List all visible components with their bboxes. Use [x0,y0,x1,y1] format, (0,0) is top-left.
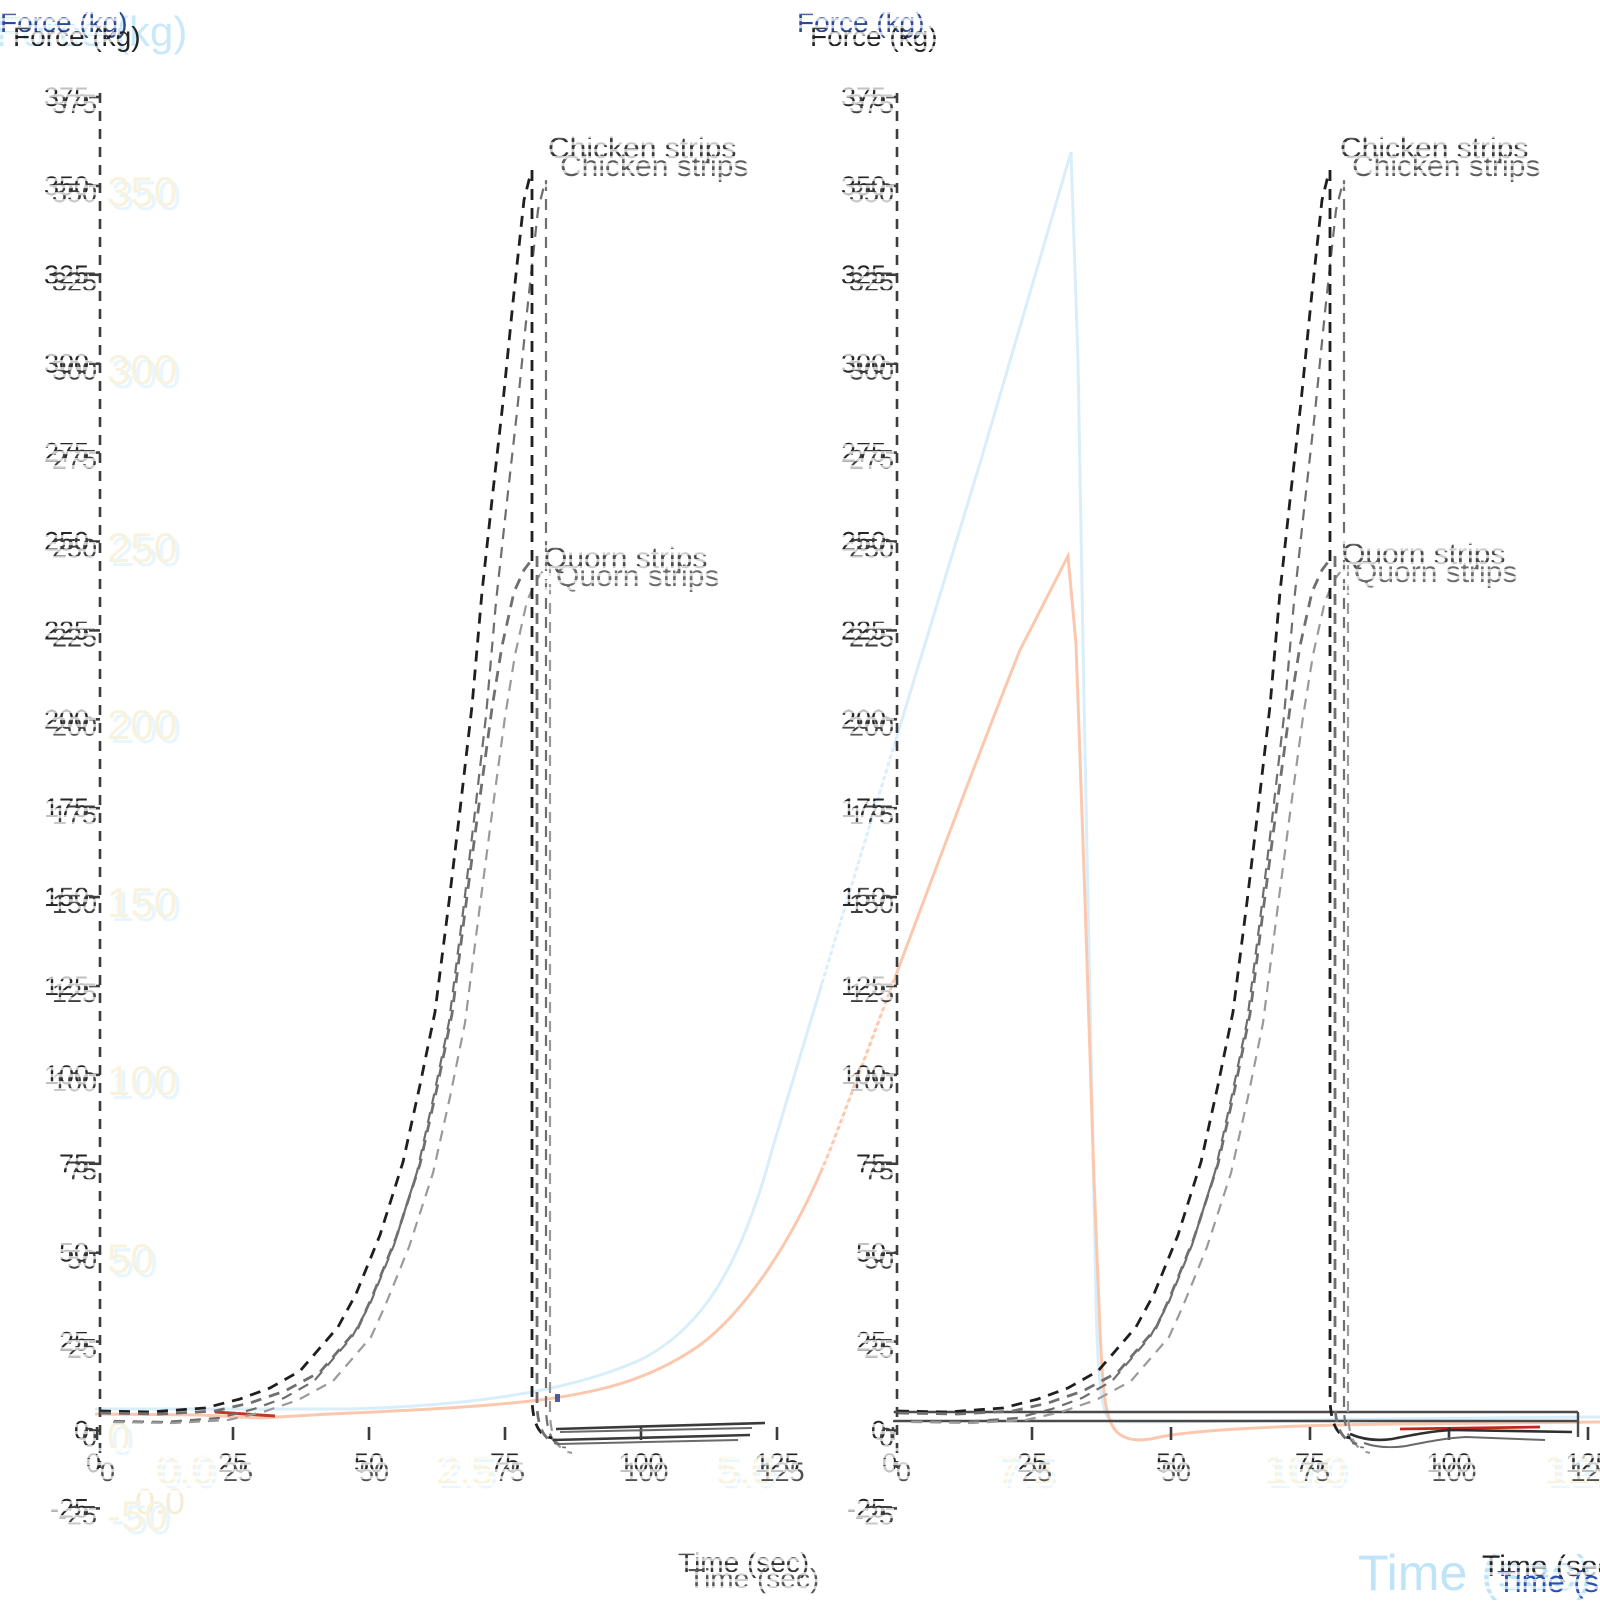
svg-text:350: 350 [107,168,177,215]
svg-text:200: 200 [111,705,181,752]
svg-text:150: 150 [107,879,177,926]
svg-text:300: 300 [111,350,181,397]
svg-text:-50: -50 [107,1492,168,1539]
svg-text:-50: -50 [111,1496,172,1543]
svg-text:250: 250 [107,524,177,571]
svg-text:50: 50 [107,1235,154,1282]
svg-text:350: 350 [111,172,181,219]
svg-text:150: 150 [111,883,181,930]
svg-text:50: 50 [111,1239,158,1286]
svg-text:300: 300 [107,346,177,393]
svg-text:0.0: 0.0 [135,1481,185,1522]
svg-text:200: 200 [107,701,177,748]
svg-text:250: 250 [111,528,181,575]
svg-text:0: 0 [111,1417,134,1464]
svg-text:100: 100 [111,1061,181,1108]
svg-text:100: 100 [107,1057,177,1104]
